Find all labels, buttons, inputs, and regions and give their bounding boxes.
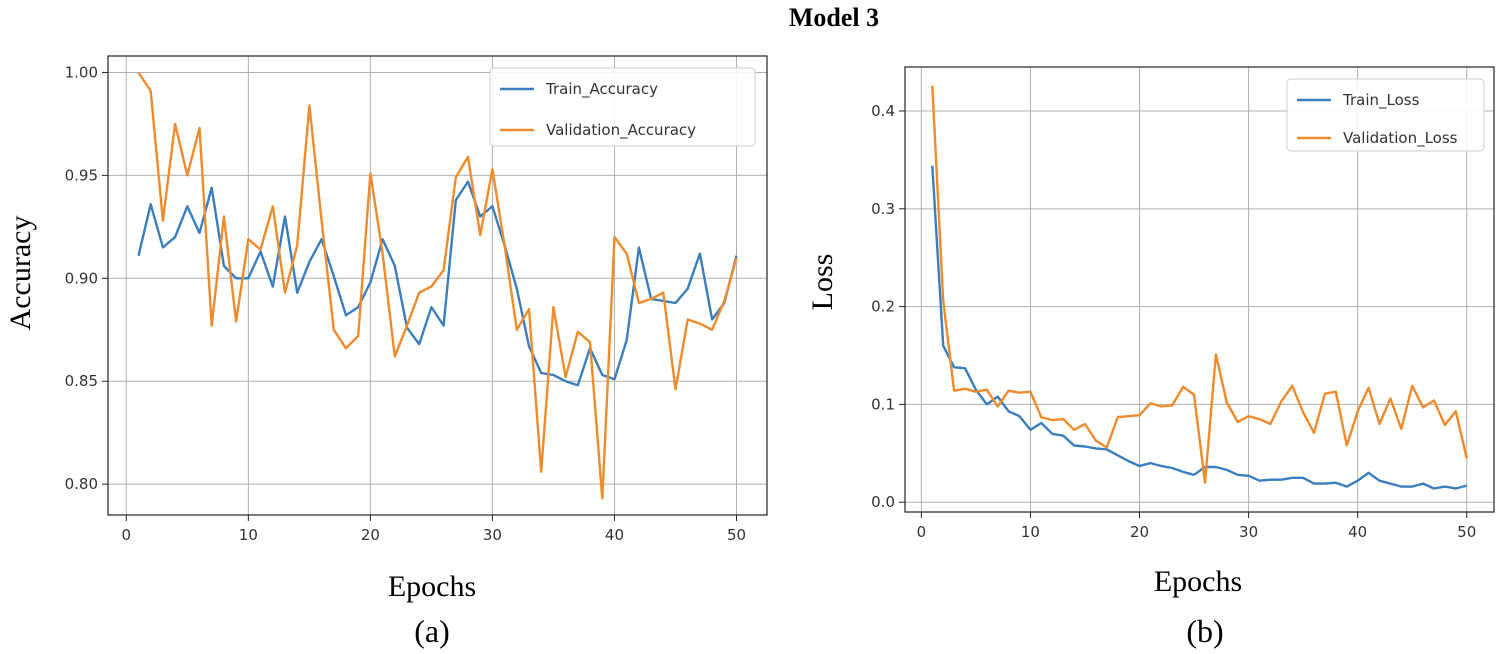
loss-series [931,85,1468,490]
loss-y-tick-label: 0.4 [871,102,895,120]
loss-legend: Train_Loss Validation_Loss [1286,78,1485,152]
loss-ticks: 0 10 20 30 40 50 0.0 0.1 0.2 0.3 0.4 [871,102,1476,541]
accuracy-y-tick-label: 0.85 [65,372,98,390]
accuracy-y-tick-label: 0.90 [65,269,98,287]
accuracy-x-axis-label: Epochs [388,570,476,603]
loss-series-validation-loss [931,85,1468,484]
loss-caption: (b) [1186,613,1223,649]
loss-legend-label: Train_Loss [1342,91,1420,110]
accuracy-y-axis-label: Accuracy [4,216,37,331]
loss-x-tick-label: 50 [1457,523,1476,541]
loss-chart: 0 10 20 30 40 50 0.0 0.1 0.2 0.3 0.4 Train_Loss Val… [806,66,1495,649]
accuracy-x-tick-label: 0 [122,526,132,544]
loss-y-tick-label: 0.3 [871,200,895,218]
accuracy-series [137,71,738,500]
loss-x-tick-label: 30 [1239,523,1258,541]
accuracy-series-validation-accuracy [137,71,738,500]
loss-y-tick-label: 0.1 [871,395,895,413]
accuracy-y-tick-label: 0.80 [65,475,98,493]
loss-y-tick-label: 0.0 [871,493,895,511]
loss-legend-box [1286,78,1485,152]
accuracy-legend: Train_Accuracy Validation_Accuracy [489,67,756,147]
accuracy-caption: (a) [414,613,450,649]
accuracy-chart: 0 10 20 30 40 50 0.80 0.85 0.90 0.95 1.00 Train_Ac… [4,55,768,649]
accuracy-legend-box [489,67,756,147]
accuracy-legend-label: Validation_Accuracy [546,121,696,140]
accuracy-x-tick-label: 40 [605,526,624,544]
loss-x-axis-label: Epochs [1154,565,1242,598]
accuracy-legend-label: Train_Accuracy [545,80,658,99]
accuracy-plot-frame [107,55,768,516]
loss-x-tick-label: 10 [1021,523,1040,541]
accuracy-ticks: 0 10 20 30 40 50 0.80 0.85 0.90 0.95 1.00 [65,63,746,544]
loss-series-train-loss [931,165,1468,490]
loss-x-tick-label: 40 [1348,523,1367,541]
loss-y-tick-label: 0.2 [871,298,895,316]
accuracy-y-tick-label: 0.95 [65,166,98,184]
loss-x-tick-label: 0 [917,523,927,541]
accuracy-x-tick-label: 20 [361,526,380,544]
figure-title: Model 3 [789,3,879,32]
accuracy-series-train-accuracy [137,180,738,387]
loss-x-tick-label: 20 [1130,523,1149,541]
loss-legend-label: Validation_Loss [1343,129,1458,148]
accuracy-x-tick-label: 50 [727,526,746,544]
accuracy-y-tick-label: 1.00 [65,63,98,81]
loss-y-axis-label: Loss [806,254,839,311]
loss-plot-frame [904,66,1495,513]
accuracy-x-tick-label: 30 [483,526,502,544]
accuracy-x-tick-label: 10 [239,526,258,544]
